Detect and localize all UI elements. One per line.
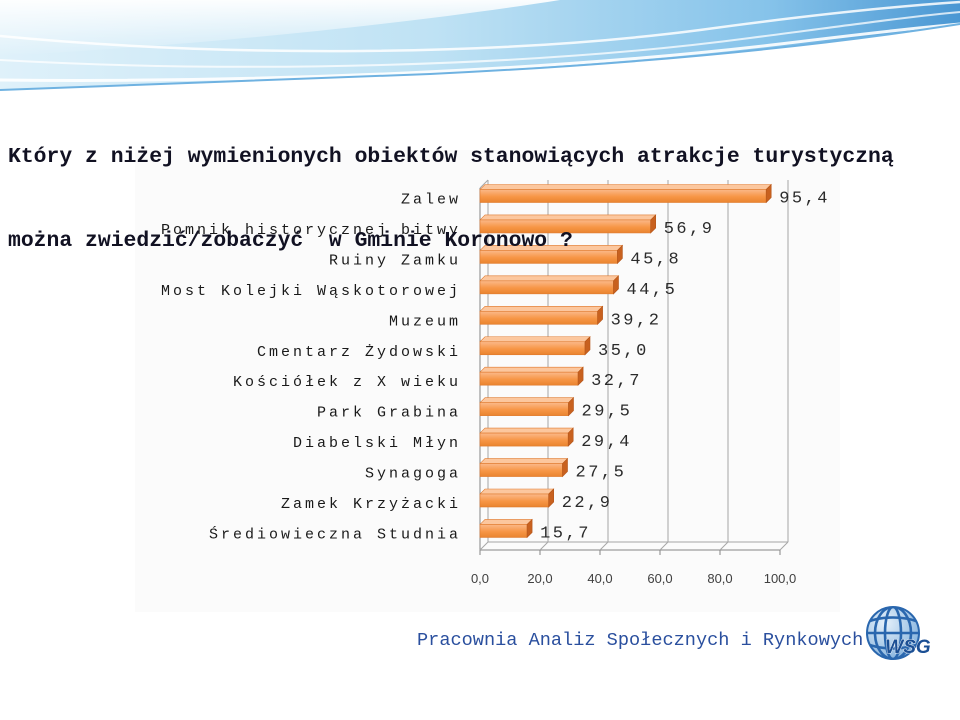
- bar-front-face: [479, 402, 569, 416]
- data-label: 56,9: [664, 220, 715, 239]
- bar-top-face: [479, 427, 574, 434]
- bar-front-face: [479, 341, 586, 356]
- bar-side-face: [568, 396, 574, 417]
- bar: [479, 244, 624, 265]
- bar-front-face: [479, 463, 563, 477]
- data-label: 45,8: [630, 250, 681, 269]
- category-label: Synagoga: [365, 466, 461, 483]
- floor-gridline: [779, 541, 789, 551]
- plot-area: 0,0 20,0 40,0 60,0 80,0 100,0 Zalew 95,4 Pomnik …: [161, 179, 830, 586]
- left-wall-top-edge: [479, 179, 489, 189]
- bar-side-face: [765, 183, 772, 204]
- x-tick-label: 40,0: [587, 571, 612, 586]
- data-label: 29,5: [582, 403, 633, 422]
- wave-highlight: [0, 0, 560, 56]
- category-label: Kościółek z X wieku: [233, 374, 461, 391]
- bar-front-face: [479, 432, 569, 447]
- bar-side-face: [584, 336, 591, 356]
- bar-side-face: [567, 427, 574, 447]
- bar-top-face: [479, 397, 575, 403]
- gridlines: [479, 179, 789, 555]
- category-label: Cmentarz Żydowski: [257, 343, 461, 361]
- bar-front-face: [479, 493, 549, 508]
- data-label: 27,5: [576, 464, 627, 483]
- category-label: Zamek Krzyżacki: [281, 496, 461, 513]
- category-label: Pomnik historycznej bitwy: [161, 222, 461, 239]
- bar-top-face: [479, 305, 604, 312]
- bar-side-face: [617, 244, 623, 265]
- globe-outline: [866, 606, 920, 660]
- bar-side-face: [613, 275, 619, 295]
- bar: [479, 366, 584, 386]
- bar: [479, 396, 575, 417]
- x-tick-label: 100,0: [764, 571, 797, 586]
- data-label: 95,4: [779, 190, 830, 209]
- bar-side-face: [526, 518, 533, 539]
- bar-side-face: [650, 214, 657, 234]
- bar: [479, 336, 591, 356]
- bar-front-face: [479, 371, 579, 386]
- data-label: 15,7: [540, 524, 591, 543]
- bar-top-face: [479, 458, 569, 464]
- bar-side-face: [597, 305, 603, 326]
- category-label: Most Kolejki Wąskotorowej: [161, 283, 461, 300]
- slide-title-line: można zwiedzić/zobaczyć w Gminie Koronow…: [8, 229, 573, 253]
- bar: [479, 518, 533, 539]
- bar: [479, 488, 555, 508]
- category-label: Zalew: [401, 192, 461, 209]
- floor-gridline: [539, 541, 549, 551]
- category-label: Muzeum: [389, 313, 461, 330]
- x-tick-label: 60,0: [647, 571, 672, 586]
- bar-top-face: [479, 519, 533, 525]
- bar: [479, 214, 657, 234]
- data-label: 44,5: [627, 281, 678, 300]
- wave-stripe: [0, 11, 960, 68]
- bar-front-face: [479, 310, 598, 325]
- category-label: Diabelski Młyn: [293, 435, 461, 452]
- x-tick-label: 0,0: [471, 571, 489, 586]
- bar: [479, 457, 569, 478]
- bar-top-face: [479, 336, 591, 343]
- bar-side-face: [577, 366, 584, 386]
- wave-stripe: [0, 0, 960, 53]
- category-label: Ruiny Zamku: [329, 252, 461, 269]
- bar-front-face: [479, 524, 528, 538]
- bar: [479, 427, 574, 447]
- category-label: Park Grabina: [317, 405, 461, 422]
- floor-gridline: [479, 541, 489, 551]
- bar-side-face: [562, 457, 568, 478]
- floor-gridline: [599, 541, 609, 551]
- footer-text: Pracownia Analiz Społecznych i Rynkowych: [417, 630, 864, 651]
- x-tick-label: 80,0: [707, 571, 732, 586]
- logo-text: WSG: [885, 637, 931, 658]
- slide-title: Który z niżej wymienionych obiektów stan…: [8, 87, 894, 283]
- wsg-logo: WSG: [866, 606, 931, 660]
- bar: [479, 183, 772, 204]
- bars: [479, 183, 772, 539]
- bar-top-face: [479, 366, 584, 373]
- wave-edge: [0, 23, 960, 91]
- x-tick-label: 20,0: [527, 571, 552, 586]
- bar-side-face: [548, 488, 555, 508]
- data-label: 29,4: [581, 433, 632, 452]
- bar: [479, 275, 620, 295]
- globe-icon: [866, 606, 920, 660]
- data-label: 22,9: [562, 494, 613, 513]
- category-label: Średiowieczna Studnia: [209, 525, 461, 543]
- floor-gridline: [719, 541, 729, 551]
- bar-top-face: [479, 488, 555, 495]
- data-label: 32,7: [591, 372, 642, 391]
- header-wave-decoration: [0, 0, 960, 91]
- bar: [479, 305, 604, 326]
- floor-gridline: [659, 541, 669, 551]
- wave-stripe: [0, 22, 960, 82]
- data-label: 35,0: [598, 342, 649, 361]
- data-label: 39,2: [611, 311, 662, 330]
- slide-title-line: Który z niżej wymienionych obiektów stan…: [8, 145, 894, 169]
